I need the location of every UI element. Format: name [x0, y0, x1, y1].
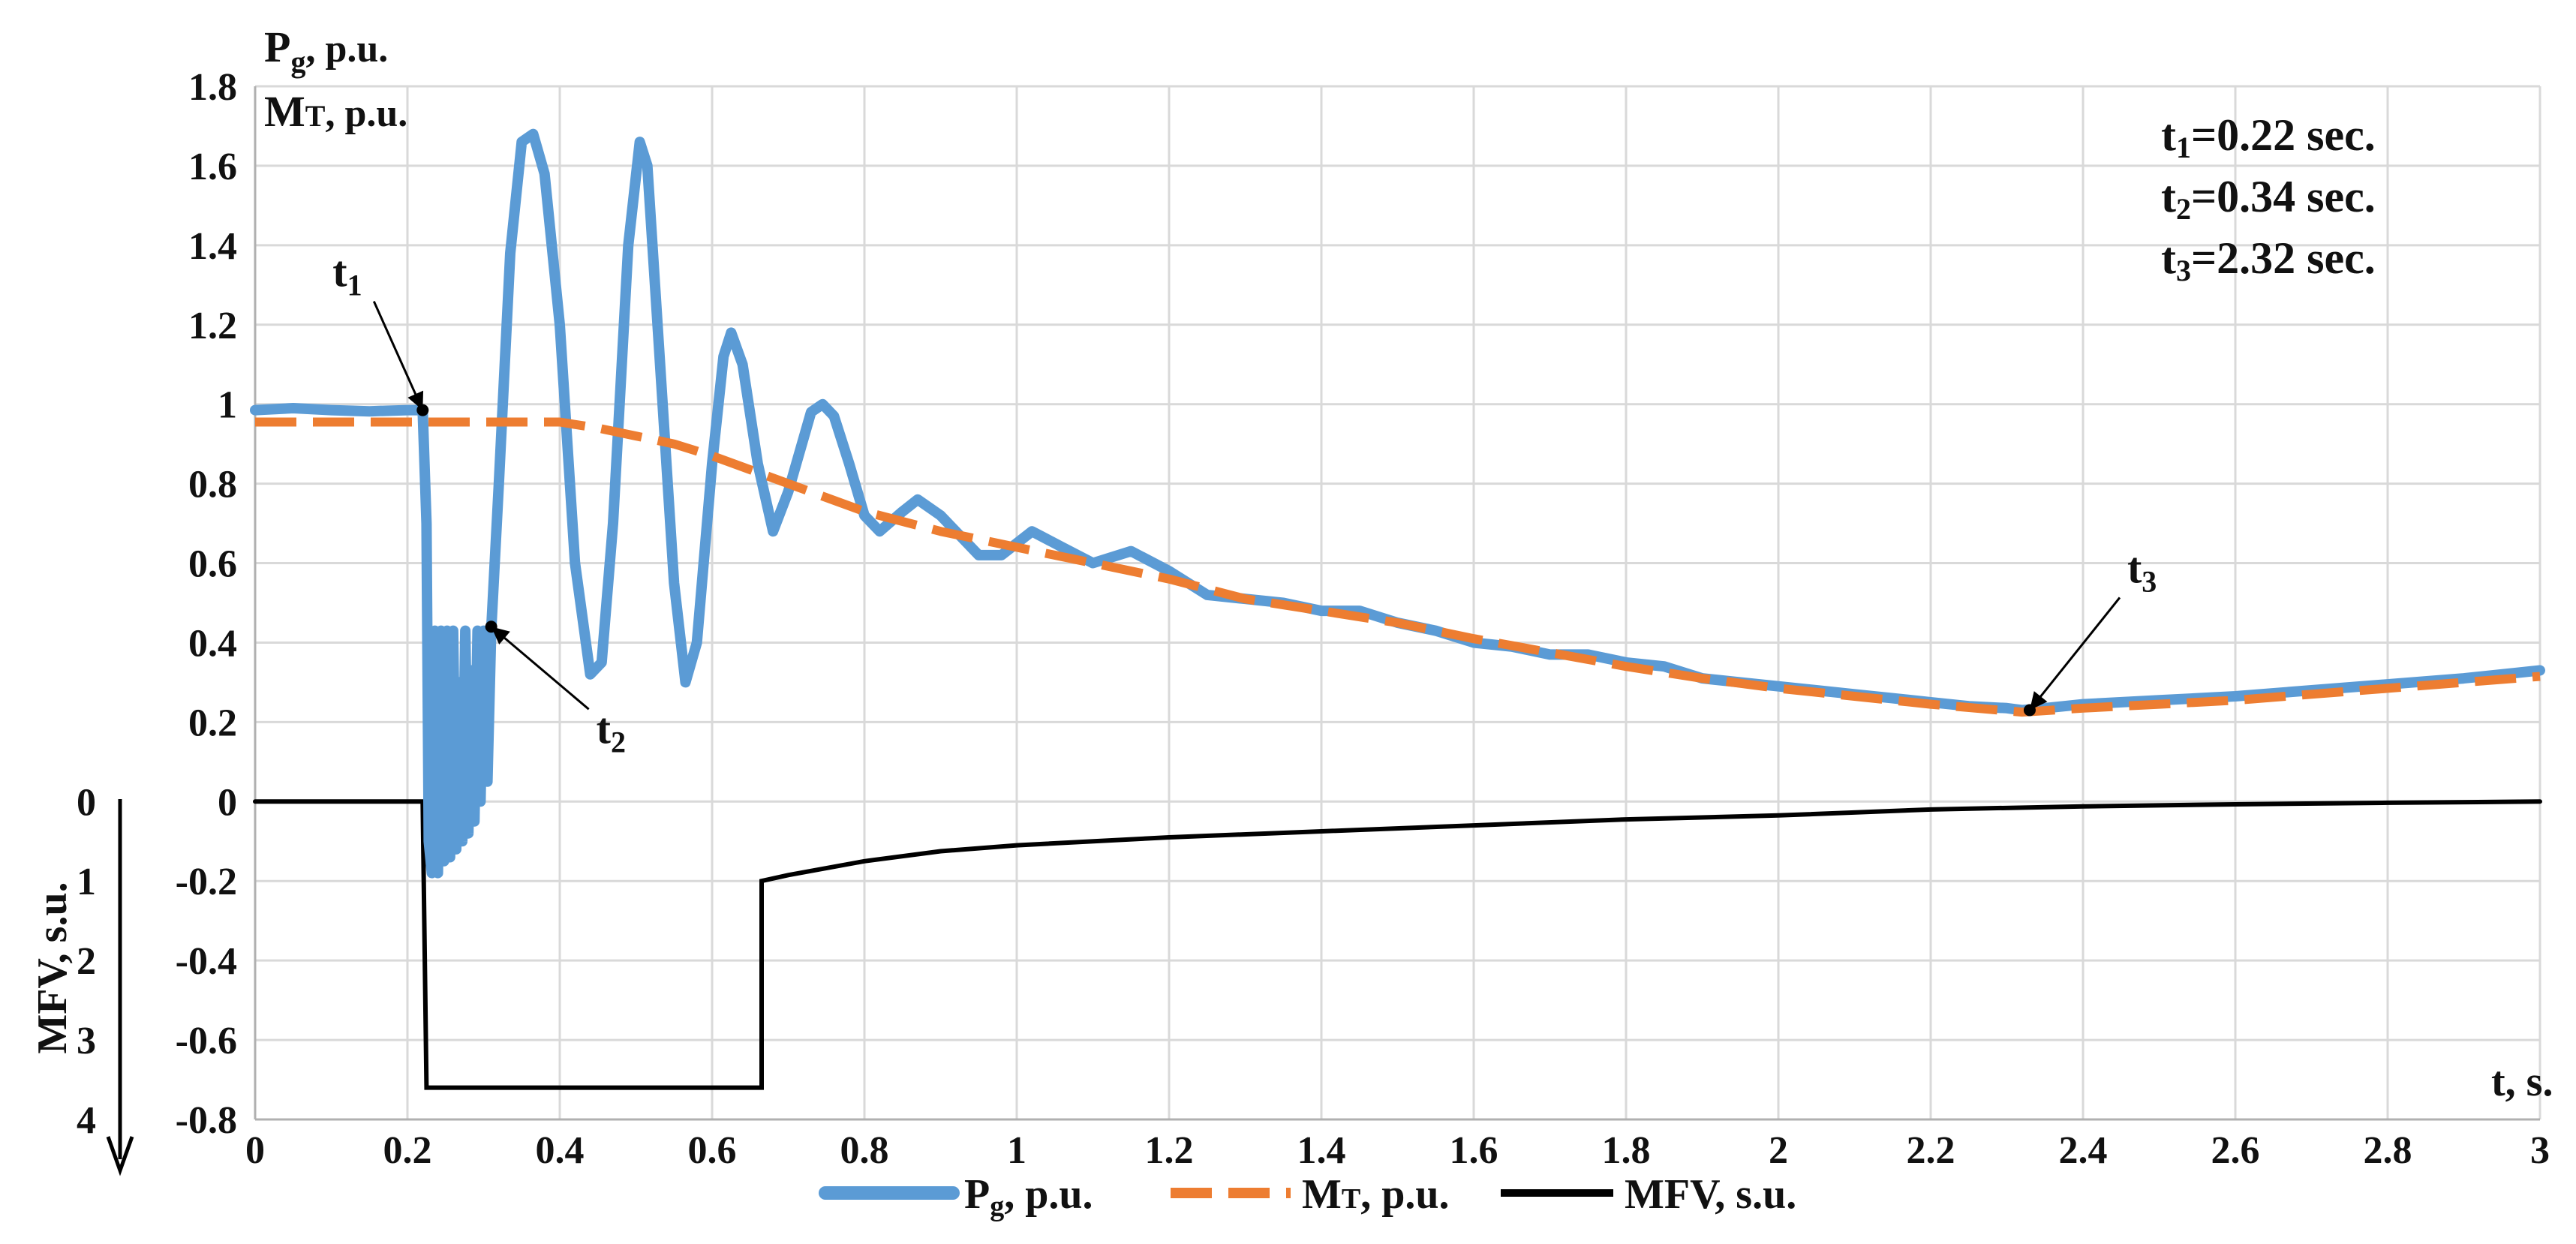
x-tick-label: 2 [1769, 1129, 1788, 1172]
annotations: t1 t2 t3 [332, 248, 2157, 759]
x-tick-label: 2.2 [1907, 1129, 1955, 1172]
y-tick-label: 1.8 [188, 66, 237, 109]
y-axis-label-mt: MT, p.u. [264, 87, 407, 136]
y-tick-label: 0.6 [188, 543, 237, 586]
y-tick-label: 0.4 [188, 622, 237, 665]
x-tick-label: 1.4 [1297, 1129, 1346, 1172]
annotation-arrow [372, 301, 424, 411]
mfv-axis-arrow [106, 799, 134, 1176]
mfv-tick-label: 1 [77, 861, 96, 903]
y-tick-label: 0 [218, 781, 237, 824]
info-t2: t2=0.34 sec. [2161, 172, 2376, 226]
y-tick-label: -0.8 [176, 1099, 237, 1142]
annotation-arrow [490, 626, 590, 711]
x-tick-label: 0 [245, 1129, 265, 1172]
y-tick-label: 1 [218, 384, 237, 427]
x-tick-label: 1.8 [1602, 1129, 1651, 1172]
grid [254, 85, 2541, 1121]
legend-label-pg: Pg, p.u. [964, 1171, 1093, 1222]
series-line-2 [253, 799, 2542, 1090]
y-tick-label: 0.2 [188, 702, 237, 744]
x-tick-label: 0.2 [383, 1129, 432, 1172]
annotation-arrowhead [407, 390, 424, 410]
x-tick-label: 2.4 [2059, 1129, 2108, 1172]
mfv-tick-label: 4 [77, 1099, 96, 1142]
y-tick-label: 1.2 [188, 305, 237, 347]
x-axis-label: t, s. [2491, 1059, 2553, 1105]
annotation-arrowhead [491, 627, 510, 645]
tick-labels: 0 0.2 0.4 0.6 0.8 1 1.2 1.4 1.6 1.8 2 2.2 2.4 2.6 2.8 3… [77, 66, 2550, 1172]
x-tick-label: 0.8 [840, 1129, 889, 1172]
mfv-axis-label: MFV, s.u. [29, 882, 76, 1053]
x-tick-label: 3 [2530, 1129, 2550, 1172]
y-tick-label: 1.6 [188, 146, 237, 188]
y-tick-label: 0.8 [188, 464, 237, 506]
mfv-tick-label: 3 [77, 1020, 96, 1062]
series-line-1 [255, 417, 2541, 717]
x-tick-label: 1.2 [1145, 1129, 1194, 1172]
legend-label-mfv: MFV, s.u. [1625, 1171, 1796, 1218]
legend: Pg, p.u. MT, p.u. MFV, s.u. [819, 1171, 1796, 1222]
annotation-arrow [2028, 596, 2121, 711]
series-layer [250, 128, 2545, 1090]
info-t3: t3=2.32 sec. [2161, 233, 2376, 287]
y-tick-label: -0.2 [176, 861, 237, 903]
legend-label-mt: MT, p.u. [1302, 1171, 1450, 1218]
y-tick-label: -0.4 [176, 940, 237, 983]
mfv-tick-label: 2 [77, 940, 96, 983]
y-axis-label-pg: Pg, p.u. [264, 23, 388, 79]
x-tick-label: 2.8 [2364, 1129, 2412, 1172]
annotation-label: t1 [332, 248, 362, 302]
x-tick-label: 1 [1007, 1129, 1026, 1172]
annotation-arrowhead [2029, 691, 2048, 711]
y-tick-label: -0.6 [176, 1020, 237, 1062]
x-tick-label: 0.4 [536, 1129, 585, 1172]
annotation-label: t3 [2127, 543, 2157, 598]
mfv-tick-label: 0 [77, 781, 96, 824]
info-box: t1=0.22 sec. t2=0.34 sec. t3=2.32 sec. [2161, 110, 2376, 287]
x-tick-label: 0.6 [688, 1129, 737, 1172]
y-tick-label: 1.4 [188, 225, 237, 268]
x-tick-label: 2.6 [2211, 1129, 2260, 1172]
annotation-label: t2 [597, 704, 626, 759]
x-tick-label: 1.6 [1450, 1129, 1498, 1172]
info-t1: t1=0.22 sec. [2161, 110, 2376, 164]
